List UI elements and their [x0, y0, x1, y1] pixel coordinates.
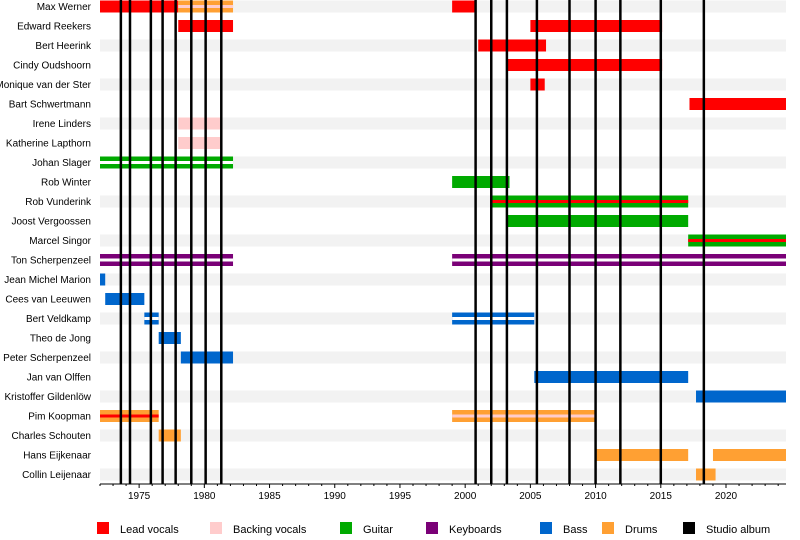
member-label: Charles Schouten: [12, 431, 92, 442]
member-label: Bert Veldkamp: [26, 314, 91, 325]
row-band: [100, 98, 786, 110]
row-band: [100, 332, 786, 344]
member-label: Joost Vergoossen: [12, 217, 92, 228]
x-tick-label: 1990: [324, 491, 347, 502]
role-bar: [105, 293, 145, 305]
legend-swatch: [340, 522, 352, 534]
x-tick-label: 2000: [454, 491, 477, 502]
row-band: [100, 176, 786, 188]
role-bar: [506, 59, 663, 71]
member-label: Bart Schwertmann: [9, 100, 91, 111]
role-bar-stripe: [452, 258, 786, 262]
legend-swatch: [426, 522, 438, 534]
x-tick-label: 1985: [258, 491, 281, 502]
role-bar: [180, 351, 234, 364]
row-band: [100, 234, 786, 247]
legend-swatch: [683, 522, 695, 534]
x-tick-label: 2005: [519, 491, 542, 502]
row-band: [100, 312, 786, 325]
legend-label: Drums: [625, 524, 658, 536]
row-bands: [100, 0, 786, 481]
row-band: [100, 117, 786, 130]
legend-label: Bass: [563, 524, 588, 536]
member-label: Kristoffer Gildenlöw: [4, 392, 91, 403]
legend-swatch: [97, 522, 109, 534]
legend-swatch: [602, 522, 614, 534]
role-bar-stripe: [100, 161, 234, 164]
row-band: [100, 39, 786, 52]
member-bars: [100, 0, 786, 481]
x-axis: 1975 1980 1985 1990 1995 2000 2005 2010 2015 2020: [99, 483, 786, 502]
member-label: Johan Slager: [32, 158, 92, 169]
member-label: Bert Heerink: [35, 41, 92, 52]
member-label: Cees van Leeuwen: [5, 295, 91, 306]
role-bar: [178, 117, 222, 130]
row-band: [100, 351, 786, 364]
row-band: [100, 59, 786, 71]
member-label: Pim Koopman: [28, 412, 91, 423]
row-band: [100, 156, 786, 169]
x-tick-label: 1995: [389, 491, 412, 502]
role-bar: [506, 215, 689, 227]
member-label: Theo de Jong: [30, 334, 91, 345]
legend-swatch: [540, 522, 552, 534]
role-bar: [696, 468, 716, 481]
member-label: Hans Eijkenaar: [23, 451, 91, 462]
member-label: Edward Reekers: [17, 22, 91, 33]
role-bar: [696, 390, 786, 403]
member-labels: Max Werner Edward Reekers Bert Heerink Cind…: [0, 2, 92, 481]
role-bar-stripe: [452, 317, 535, 320]
legend-label: Lead vocals: [120, 524, 179, 536]
member-label: Monique van der Ster: [0, 80, 92, 91]
member-label: Max Werner: [37, 2, 92, 13]
member-label: Irene Linders: [33, 119, 91, 130]
studio-album-lines: [119, 0, 706, 484]
member-label: Rob Vunderink: [25, 197, 92, 208]
role-bar-stripe: [100, 258, 234, 262]
x-tick-label: 2010: [584, 491, 607, 502]
member-label: Rob Winter: [41, 178, 92, 189]
row-band: [100, 273, 786, 286]
role-bar: [100, 0, 179, 13]
member-label: Marcel Singor: [29, 236, 91, 247]
role-bar-stripe: [688, 239, 786, 242]
row-band: [100, 0, 786, 13]
x-tick-label: 2020: [715, 491, 738, 502]
role-bar: [452, 176, 510, 188]
legend-label: Keyboards: [449, 524, 502, 536]
member-label: Jean Michel Marion: [4, 275, 91, 286]
role-bar: [452, 0, 476, 13]
row-band: [100, 429, 786, 442]
x-tick-label: 1975: [128, 491, 151, 502]
role-bar: [595, 449, 689, 461]
legend: Lead vocals Backing vocals Guitar Keyboards…: [97, 522, 770, 536]
role-bar: [534, 371, 689, 383]
role-bar: [100, 273, 106, 286]
x-tick-label: 1980: [193, 491, 216, 502]
member-label: Jan van Olffen: [27, 373, 91, 384]
role-bar-stripe: [491, 200, 689, 203]
row-band: [100, 137, 786, 149]
legend-swatch: [210, 522, 222, 534]
row-band: [100, 410, 786, 422]
member-label: Cindy Oudshoorn: [13, 61, 91, 72]
legend-label: Guitar: [363, 524, 393, 536]
legend-label: Studio album: [706, 524, 770, 536]
row-band: [100, 293, 786, 305]
role-bar: [178, 137, 222, 149]
role-bar: [478, 39, 547, 52]
member-label: Ton Scherpenzeel: [11, 256, 91, 267]
member-label: Collin Leijenaar: [22, 470, 92, 481]
role-bar: [689, 98, 786, 110]
row-band: [100, 78, 786, 91]
role-bar: [712, 449, 786, 461]
x-tick-label: 2015: [650, 491, 673, 502]
row-band: [100, 468, 786, 481]
legend-label: Backing vocals: [233, 524, 307, 536]
row-band: [100, 390, 786, 403]
role-bar-stripe: [452, 414, 596, 418]
member-label: Peter Scherpenzeel: [3, 353, 91, 364]
member-label: Katherine Lapthorn: [6, 139, 91, 150]
